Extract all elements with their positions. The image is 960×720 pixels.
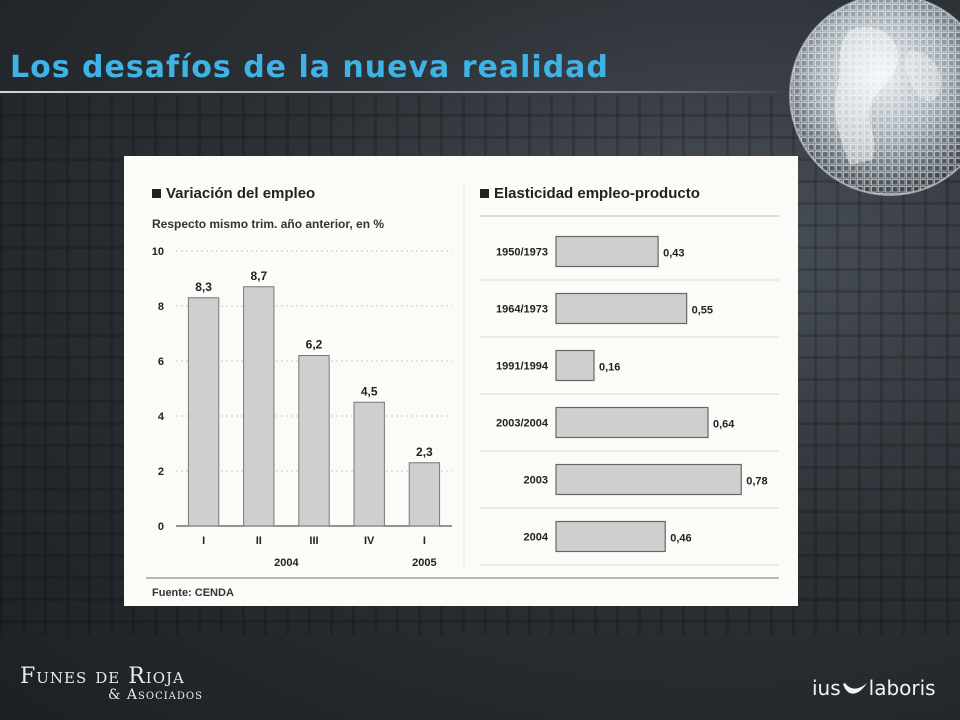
y-tick-label: 8 bbox=[158, 301, 164, 313]
bar-value-label: 0,55 bbox=[692, 305, 713, 317]
row-label: 1964/1973 bbox=[496, 304, 548, 316]
bar-value-label: 6,2 bbox=[306, 338, 323, 352]
y-tick-label: 4 bbox=[158, 411, 165, 423]
charts-svg: Variación del empleo Respecto mismo trim.… bbox=[146, 185, 779, 599]
globe-graphic bbox=[789, 0, 960, 196]
logo-text-right: laboris bbox=[868, 676, 936, 700]
employment-bar bbox=[243, 286, 275, 527]
employment-bar bbox=[408, 462, 441, 527]
brand-name: Funes de Rioja bbox=[20, 664, 185, 689]
bar-value-label: 8,3 bbox=[195, 280, 212, 294]
title-underline bbox=[0, 91, 790, 93]
elasticity-bar bbox=[555, 349, 595, 382]
elasticity-bar bbox=[555, 463, 742, 496]
chart1-title: Variación del empleo bbox=[166, 185, 315, 202]
row-label: 2004 bbox=[524, 532, 549, 544]
chart-figure: Variación del empleo Respecto mismo trim.… bbox=[124, 156, 798, 606]
x-tick-label: II bbox=[256, 535, 262, 547]
bar-value-label: 0,78 bbox=[746, 476, 767, 488]
row-label: 2003 bbox=[524, 475, 548, 487]
y-tick-label: 2 bbox=[158, 466, 164, 478]
brand-subtitle: & Asociados bbox=[108, 687, 203, 703]
x-group-label: 2004 bbox=[274, 557, 299, 569]
footer-brand: Funes de Rioja & Asociados bbox=[20, 664, 203, 703]
elasticity-bar bbox=[555, 520, 666, 553]
logo-swoosh-icon bbox=[842, 682, 867, 694]
bar-value-label: 0,46 bbox=[670, 533, 691, 545]
legend-square-icon bbox=[480, 189, 489, 198]
slide-title: Los desafíos de la nueva realidad bbox=[10, 50, 609, 85]
source-label: Fuente: CENDA bbox=[152, 587, 234, 599]
chart1-subtitle: Respecto mismo trim. año anterior, en % bbox=[152, 217, 384, 231]
y-tick-label: 0 bbox=[158, 521, 164, 533]
chart2-title: Elasticidad empleo-producto bbox=[494, 185, 700, 202]
bar-value-label: 0,64 bbox=[713, 419, 735, 431]
bar-value-label: 0,43 bbox=[663, 248, 684, 260]
y-tick-label: 10 bbox=[152, 246, 164, 258]
elasticity-bar bbox=[555, 292, 688, 325]
y-tick-label: 6 bbox=[158, 356, 164, 368]
legend-square-icon bbox=[152, 189, 161, 198]
elasticity-bar bbox=[555, 235, 659, 268]
logo-text-left: ius bbox=[812, 676, 841, 700]
employment-bar bbox=[298, 355, 330, 527]
employment-bar bbox=[187, 297, 220, 527]
bar-value-label: 0,16 bbox=[599, 362, 620, 374]
bar-value-label: 8,7 bbox=[250, 269, 267, 283]
row-label: 1950/1973 bbox=[496, 247, 548, 259]
x-group-label: 2005 bbox=[412, 557, 436, 569]
x-tick-label: III bbox=[309, 535, 318, 547]
bar-value-label: 4,5 bbox=[361, 384, 378, 398]
x-tick-label: I bbox=[202, 535, 205, 547]
row-label: 1991/1994 bbox=[496, 361, 549, 373]
row-label: 2003/2004 bbox=[496, 418, 549, 430]
bar-value-label: 2,3 bbox=[416, 445, 433, 459]
elasticity-bar bbox=[555, 406, 709, 439]
x-tick-label: IV bbox=[364, 535, 375, 547]
ius-laboris-logo: ius laboris bbox=[812, 676, 936, 700]
employment-bar bbox=[353, 401, 385, 527]
x-tick-label: I bbox=[423, 535, 426, 547]
